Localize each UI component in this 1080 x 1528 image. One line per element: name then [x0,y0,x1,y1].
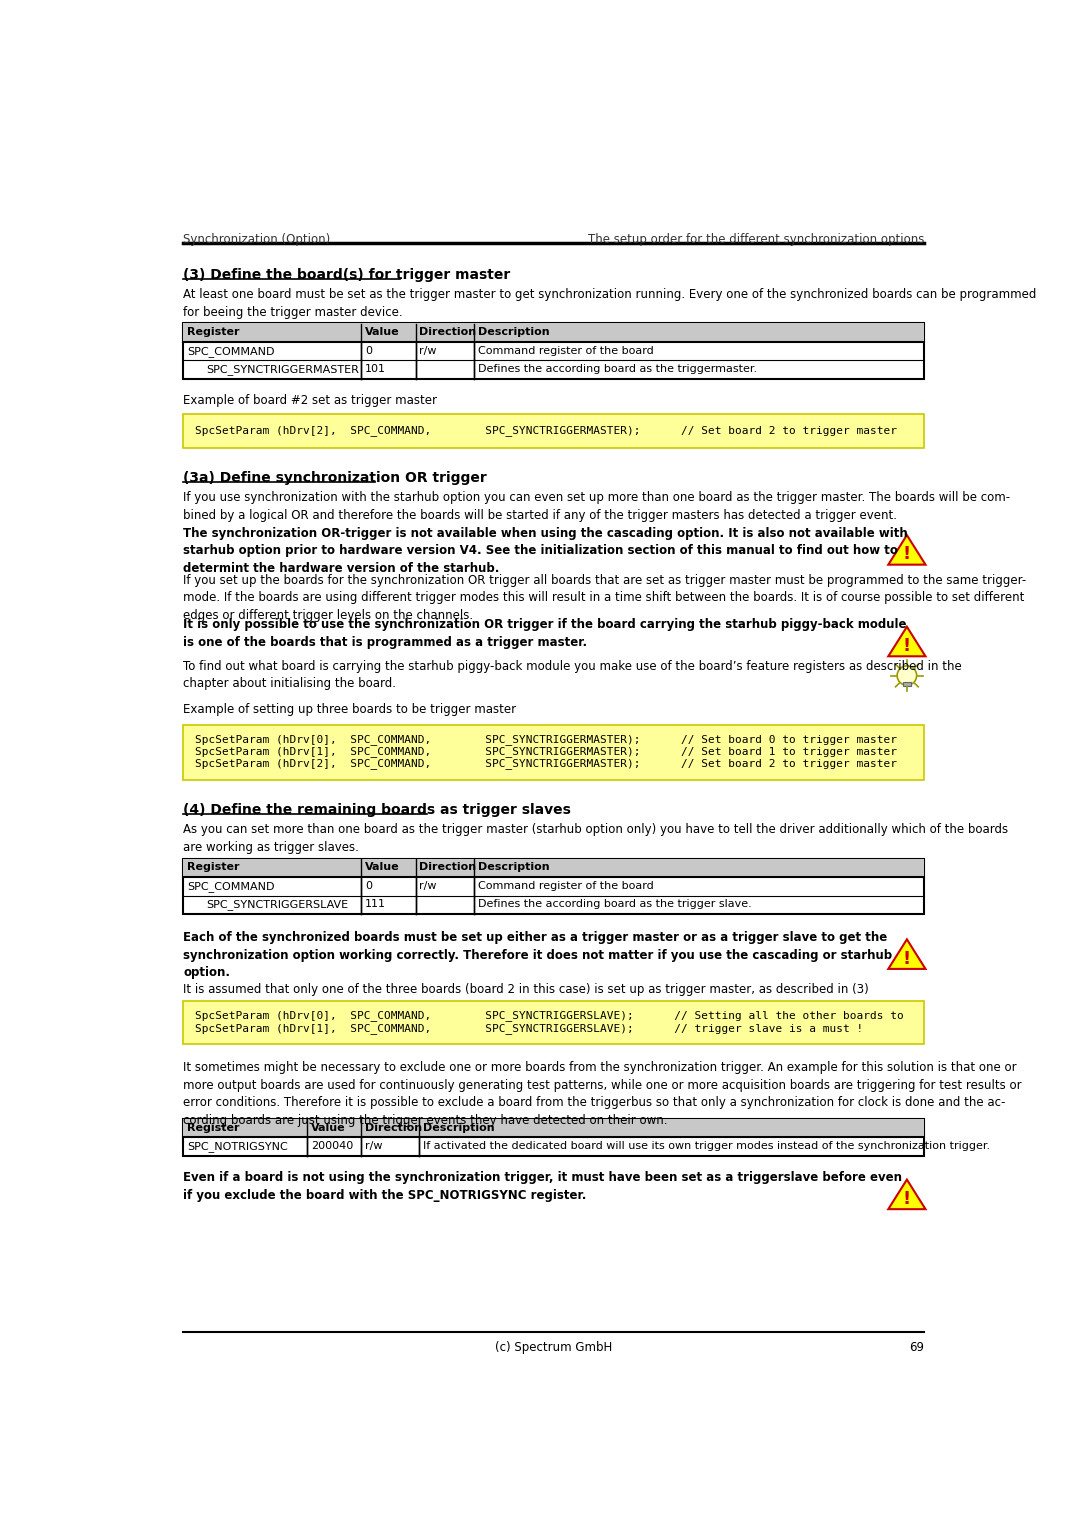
Text: SPC_NOTRIGSYNC: SPC_NOTRIGSYNC [187,1141,287,1152]
Text: !: ! [903,545,910,564]
Bar [183,324,924,342]
Text: !: ! [903,637,910,656]
Text: 0: 0 [365,345,373,356]
Bar [183,859,924,877]
Text: If you use synchronization with the starhub option you can even set up more than: If you use synchronization with the star… [183,492,1010,523]
Text: SPC_SYNCTRIGGERMASTER: SPC_SYNCTRIGGERMASTER [206,364,360,376]
Text: Example of board #2 set as trigger master: Example of board #2 set as trigger maste… [183,394,437,408]
Bar [183,724,924,781]
Text: Value: Value [365,862,400,872]
Text: Description: Description [477,862,549,872]
Text: It is only possible to use the synchronization OR trigger if the board carrying : It is only possible to use the synchroni… [183,619,906,649]
Text: It is assumed that only one of the three boards (board 2 in this case) is set up: It is assumed that only one of the three… [183,983,868,996]
Bar [183,324,924,379]
Text: Description: Description [423,1123,495,1132]
Text: Value: Value [311,1123,346,1132]
Text: At least one board must be set as the trigger master to get synchronization runn: At least one board must be set as the tr… [183,289,1037,318]
Polygon shape [889,626,926,657]
Text: r/w: r/w [365,1141,382,1151]
Text: SPC_COMMAND: SPC_COMMAND [187,882,274,892]
Polygon shape [889,1180,926,1209]
Text: SpcSetParam (hDrv[2],  SPC_COMMAND,        SPC_SYNCTRIGGERMASTER);      // Set b: SpcSetParam (hDrv[2], SPC_COMMAND, SPC_S… [195,425,897,435]
Text: 0: 0 [365,882,373,891]
Bar [183,414,924,448]
Text: (3) Define the board(s) for trigger master: (3) Define the board(s) for trigger mast… [183,267,511,283]
Text: SpcSetParam (hDrv[2],  SPC_COMMAND,        SPC_SYNCTRIGGERMASTER);      // Set b: SpcSetParam (hDrv[2], SPC_COMMAND, SPC_S… [195,758,897,770]
Text: If activated the dedicated board will use its own trigger modes instead of the s: If activated the dedicated board will us… [423,1141,990,1151]
Text: Each of the synchronized boards must be set up either as a trigger master or as : Each of the synchronized boards must be … [183,931,892,979]
Bar [183,859,924,914]
Text: Defines the according board as the triggermaster.: Defines the according board as the trigg… [477,364,757,374]
Text: !: ! [903,1190,910,1209]
Bar [903,681,912,686]
Text: Even if a board is not using the synchronization trigger, it must have been set : Even if a board is not using the synchro… [183,1172,902,1201]
Text: (4) Define the remaining boards as trigger slaves: (4) Define the remaining boards as trigg… [183,804,571,817]
Text: 69: 69 [909,1340,924,1354]
Text: Register: Register [187,862,240,872]
Text: The synchronization OR-trigger is not available when using the cascading option.: The synchronization OR-trigger is not av… [183,527,908,575]
Text: Example of setting up three boards to be trigger master: Example of setting up three boards to be… [183,703,516,717]
Text: SPC_SYNCTRIGGERSLAVE: SPC_SYNCTRIGGERSLAVE [206,900,349,911]
Text: Command register of the board: Command register of the board [477,882,653,891]
Text: Direction: Direction [365,1123,422,1132]
Text: SpcSetParam (hDrv[1],  SPC_COMMAND,        SPC_SYNCTRIGGERMASTER);      // Set b: SpcSetParam (hDrv[1], SPC_COMMAND, SPC_S… [195,746,897,758]
Polygon shape [889,940,926,969]
Text: As you can set more than one board as the trigger master (starhub option only) y: As you can set more than one board as th… [183,824,1008,854]
Bar [183,1118,924,1137]
Text: (c) Spectrum GmbH: (c) Spectrum GmbH [495,1340,612,1354]
Circle shape [897,666,917,685]
Text: (3a) Define synchronization OR trigger: (3a) Define synchronization OR trigger [183,471,487,486]
Text: Direction: Direction [419,862,476,872]
Text: Synchronization (Option): Synchronization (Option) [183,234,330,246]
Text: Value: Value [365,327,400,338]
Text: Direction: Direction [419,327,476,338]
Text: r/w: r/w [419,882,437,891]
Text: 200040: 200040 [311,1141,353,1151]
Text: Command register of the board: Command register of the board [477,345,653,356]
Bar [183,1001,924,1044]
Text: SpcSetParam (hDrv[0],  SPC_COMMAND,        SPC_SYNCTRIGGERMASTER);      // Set b: SpcSetParam (hDrv[0], SPC_COMMAND, SPC_S… [195,733,897,744]
Text: Description: Description [477,327,549,338]
Polygon shape [889,535,926,565]
Text: Register: Register [187,327,240,338]
Text: It sometimes might be necessary to exclude one or more boards from the synchroni: It sometimes might be necessary to exclu… [183,1060,1022,1126]
Text: SpcSetParam (hDrv[0],  SPC_COMMAND,        SPC_SYNCTRIGGERSLAVE);      // Settin: SpcSetParam (hDrv[0], SPC_COMMAND, SPC_S… [195,1010,904,1021]
Text: Defines the according board as the trigger slave.: Defines the according board as the trigg… [477,900,752,909]
Text: 101: 101 [365,364,387,374]
Text: To find out what board is carrying the starhub piggy-back module you make use of: To find out what board is carrying the s… [183,660,962,691]
Text: SpcSetParam (hDrv[1],  SPC_COMMAND,        SPC_SYNCTRIGGERSLAVE);      // trigge: SpcSetParam (hDrv[1], SPC_COMMAND, SPC_S… [195,1022,864,1033]
Text: 111: 111 [365,900,387,909]
Text: !: ! [903,950,910,967]
Text: The setup order for the different synchronization options: The setup order for the different synchr… [588,234,924,246]
Text: If you set up the boards for the synchronization OR trigger all boards that are : If you set up the boards for the synchro… [183,573,1026,622]
Text: r/w: r/w [419,345,437,356]
Text: Register: Register [187,1123,240,1132]
Bar [183,1118,924,1155]
Text: SPC_COMMAND: SPC_COMMAND [187,345,274,356]
